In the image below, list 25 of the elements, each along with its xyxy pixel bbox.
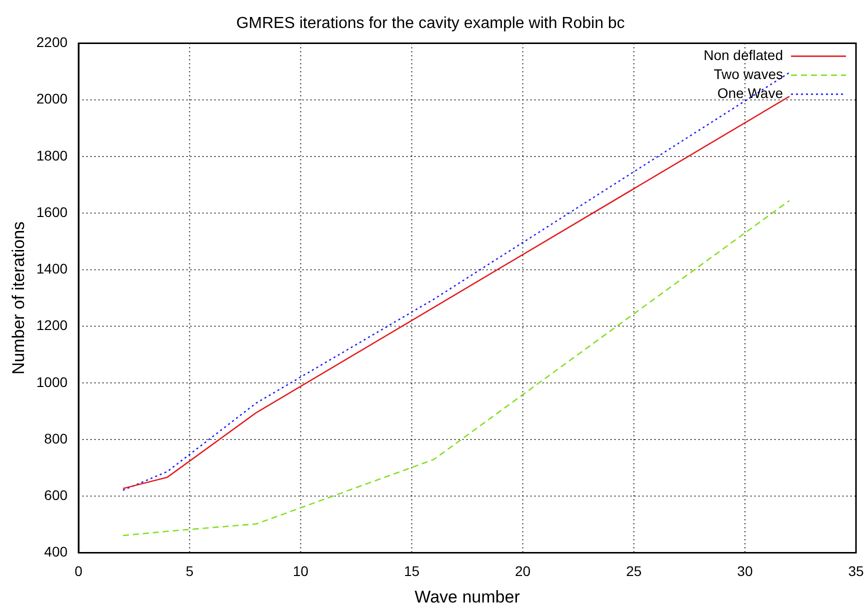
line-series <box>122 200 790 536</box>
x-tick-label: 25 <box>626 563 642 580</box>
y-tick-label: 1600 <box>36 204 68 220</box>
y-tick-label: 1000 <box>36 374 68 390</box>
y-tick-label: 400 <box>44 544 68 560</box>
legend-label: Non deflated <box>704 47 783 64</box>
x-axis-title: Wave number <box>414 587 520 606</box>
y-tick-label: 1800 <box>36 147 68 164</box>
x-tick-label: 35 <box>848 563 864 580</box>
x-tick-label: 20 <box>515 563 531 580</box>
x-tick-label: 30 <box>737 563 753 580</box>
legend-label: One Wave <box>717 85 784 102</box>
legend-label: Two waves <box>714 66 783 82</box>
y-tick-label: 600 <box>44 487 68 504</box>
x-tick-label: 0 <box>74 563 83 580</box>
y-tick-label: 1400 <box>36 260 68 277</box>
x-tick-label: 10 <box>292 563 309 580</box>
y-axis-title: Number of iterations <box>8 221 28 375</box>
y-tick-label: 800 <box>44 430 68 446</box>
y-tick-label: 2000 <box>36 90 68 107</box>
chart-title: GMRES iterations for the cavity example with Robin bc <box>236 15 625 32</box>
x-tick-label: 5 <box>186 563 194 580</box>
x-tick-label: 15 <box>404 563 420 580</box>
y-tick-label: 1200 <box>36 317 68 334</box>
y-tick-label: 2200 <box>36 34 68 50</box>
